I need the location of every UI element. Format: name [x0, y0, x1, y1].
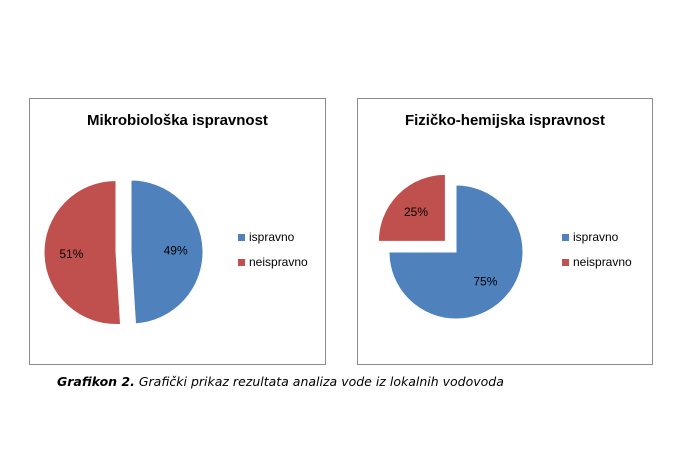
pie-chart: 75% 25%	[377, 173, 524, 320]
legend-swatch-ispravno	[562, 233, 569, 241]
legend-label: ispravno	[249, 230, 295, 244]
legend: ispravno neispravno	[238, 230, 308, 280]
legend-swatch-neispravno	[562, 258, 569, 266]
legend-item-neispravno: neispravno	[562, 255, 632, 269]
pie-slice-neispravno	[377, 173, 446, 242]
slice-data-label: 75%	[473, 274, 497, 288]
legend: ispravno neispravno	[562, 230, 632, 280]
chart-panel-physicochemical: Fizičko-hemijska ispravnost 75% 25% ispra…	[357, 98, 653, 365]
chart-title: Fizičko-hemijska ispravnost	[404, 112, 606, 129]
slice-data-label: 25%	[404, 205, 428, 219]
caption-text: Grafički prikaz rezultata analiza vode i…	[134, 374, 504, 389]
legend-swatch-ispravno	[238, 233, 245, 241]
legend-label: ispravno	[573, 230, 619, 244]
legend-item-ispravno: ispravno	[562, 230, 632, 244]
caption-label: Grafikon 2.	[57, 374, 135, 389]
legend-label: neispravno	[573, 255, 632, 269]
slice-data-label: 51%	[59, 247, 83, 261]
pie-chart: 49% 51%	[43, 179, 204, 325]
legend-swatch-neispravno	[238, 258, 245, 266]
chart-panel-microbiological: Mikrobiološka ispravnost 49% 51% ispravno…	[29, 98, 326, 365]
pie-slice-neispravno	[43, 179, 122, 325]
chart-title: Mikrobiološka ispravnost	[87, 112, 268, 129]
legend-item-neispravno: neispravno	[238, 255, 308, 269]
pie-slice-ispravno	[388, 184, 524, 320]
legend-label: neispravno	[249, 255, 308, 269]
legend-item-ispravno: ispravno	[238, 230, 308, 244]
slice-data-label: 49%	[164, 244, 188, 258]
pie-slice-ispravno	[130, 179, 204, 325]
figure-caption: Grafikon 2. Grafički prikaz rezultata an…	[57, 374, 504, 389]
